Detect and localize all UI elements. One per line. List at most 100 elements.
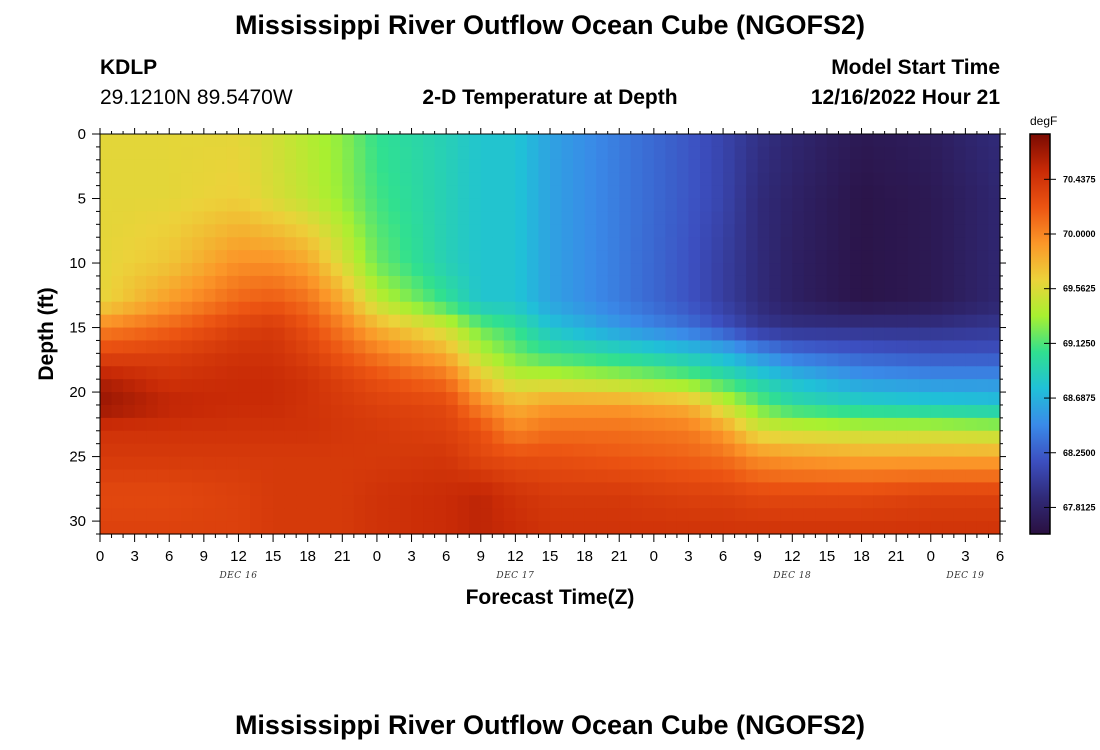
heatmap-cell <box>942 211 955 225</box>
heatmap-cell <box>157 224 170 238</box>
heatmap-cell <box>250 288 263 303</box>
heatmap-cell <box>538 366 551 380</box>
heatmap-cell <box>100 134 113 148</box>
heatmap-cell <box>630 404 643 419</box>
heatmap-cell <box>630 185 643 200</box>
heatmap-cell <box>284 134 297 148</box>
heatmap-cell <box>769 198 782 213</box>
heatmap-cell <box>423 159 436 174</box>
heatmap-cell <box>873 185 886 200</box>
heatmap-cell <box>538 134 551 148</box>
heatmap-cell <box>226 340 240 354</box>
heatmap-cell <box>353 314 366 329</box>
heatmap-cell <box>503 172 516 187</box>
heatmap-cell <box>400 211 413 225</box>
heatmap-cell <box>100 301 113 316</box>
heatmap-cell <box>111 456 124 471</box>
heatmap-cell <box>723 353 736 367</box>
heatmap-cell <box>930 340 943 354</box>
heatmap-cell <box>503 404 516 419</box>
heatmap-cell <box>826 456 840 471</box>
heatmap-cell <box>780 237 793 251</box>
heatmap-cell <box>734 508 747 522</box>
heatmap-cell <box>907 508 920 522</box>
heatmap-cell <box>250 314 263 329</box>
heatmap-cell <box>665 495 678 509</box>
heatmap-cell <box>896 146 909 161</box>
heatmap-cell <box>100 521 113 535</box>
heatmap-cell <box>250 508 263 522</box>
heatmap-cell <box>423 263 436 277</box>
heatmap-cell <box>942 379 955 393</box>
heatmap-cell <box>976 159 990 174</box>
heatmap-cell <box>515 224 528 238</box>
heatmap-cell <box>226 392 240 406</box>
heatmap-cell <box>423 340 436 354</box>
heatmap-cell <box>746 327 759 342</box>
heatmap-cell <box>469 275 482 290</box>
heatmap-cell <box>111 521 124 535</box>
heatmap-cell <box>376 327 390 342</box>
heatmap-cell <box>492 404 505 419</box>
heatmap-cell <box>815 456 828 471</box>
heatmap-cell <box>192 443 205 458</box>
heatmap-cell <box>111 172 124 187</box>
heatmap-cell <box>134 392 147 406</box>
heatmap-cell <box>723 366 736 380</box>
heatmap-cell <box>711 430 724 445</box>
heatmap-cell <box>215 185 228 200</box>
heatmap-cell <box>296 366 309 380</box>
heatmap-cell <box>503 314 516 329</box>
heatmap-cell <box>953 404 966 419</box>
heatmap-cell <box>469 211 482 225</box>
heatmap-cell <box>469 340 482 354</box>
heatmap-cell <box>538 456 551 471</box>
heatmap-cell <box>561 159 574 174</box>
heatmap-cell <box>492 353 505 367</box>
heatmap-cell <box>330 443 343 458</box>
heatmap-cell <box>550 392 563 406</box>
heatmap-cell <box>734 185 747 200</box>
heatmap-cell <box>388 469 401 483</box>
heatmap-cell <box>307 250 320 264</box>
heatmap-cell <box>226 172 240 187</box>
heatmap-cell <box>100 172 113 187</box>
heatmap-cell <box>596 379 609 393</box>
heatmap-cell <box>676 521 690 535</box>
heatmap-cell <box>353 301 366 316</box>
heatmap-cell <box>238 508 251 522</box>
heatmap-cell <box>250 134 263 148</box>
heatmap-cell <box>400 340 413 354</box>
model-start-label: Model Start Time <box>831 56 1000 79</box>
heatmap-cell <box>884 198 897 213</box>
heatmap-cell <box>296 327 309 342</box>
heatmap-cell <box>711 456 724 471</box>
heatmap-cell <box>134 250 147 264</box>
heatmap-cell <box>469 508 482 522</box>
heatmap-cell <box>826 379 840 393</box>
heatmap-cell <box>434 392 447 406</box>
heatmap-cell <box>573 340 586 354</box>
heatmap-cell <box>665 237 678 251</box>
heatmap-cell <box>342 314 355 329</box>
heatmap-cell <box>607 314 620 329</box>
heatmap-cell <box>630 392 643 406</box>
heatmap-cell <box>423 237 436 251</box>
x-tick-label: 9 <box>200 548 208 565</box>
heatmap-cell <box>342 469 355 483</box>
heatmap-cell <box>342 275 355 290</box>
heatmap-cell <box>319 185 332 200</box>
heatmap-cell <box>700 482 713 496</box>
heatmap-cell <box>550 404 563 419</box>
heatmap-cell <box>100 495 113 509</box>
heatmap-cell <box>330 456 343 471</box>
heatmap-cell <box>642 224 655 238</box>
heatmap-cell <box>838 508 851 522</box>
heatmap-cell <box>446 469 459 483</box>
heatmap-cell <box>642 417 655 432</box>
heatmap-cell <box>792 159 805 174</box>
heatmap-cell <box>919 456 932 471</box>
heatmap-cell <box>907 366 920 380</box>
heatmap-cell <box>850 185 863 200</box>
heatmap-cell <box>411 314 424 329</box>
